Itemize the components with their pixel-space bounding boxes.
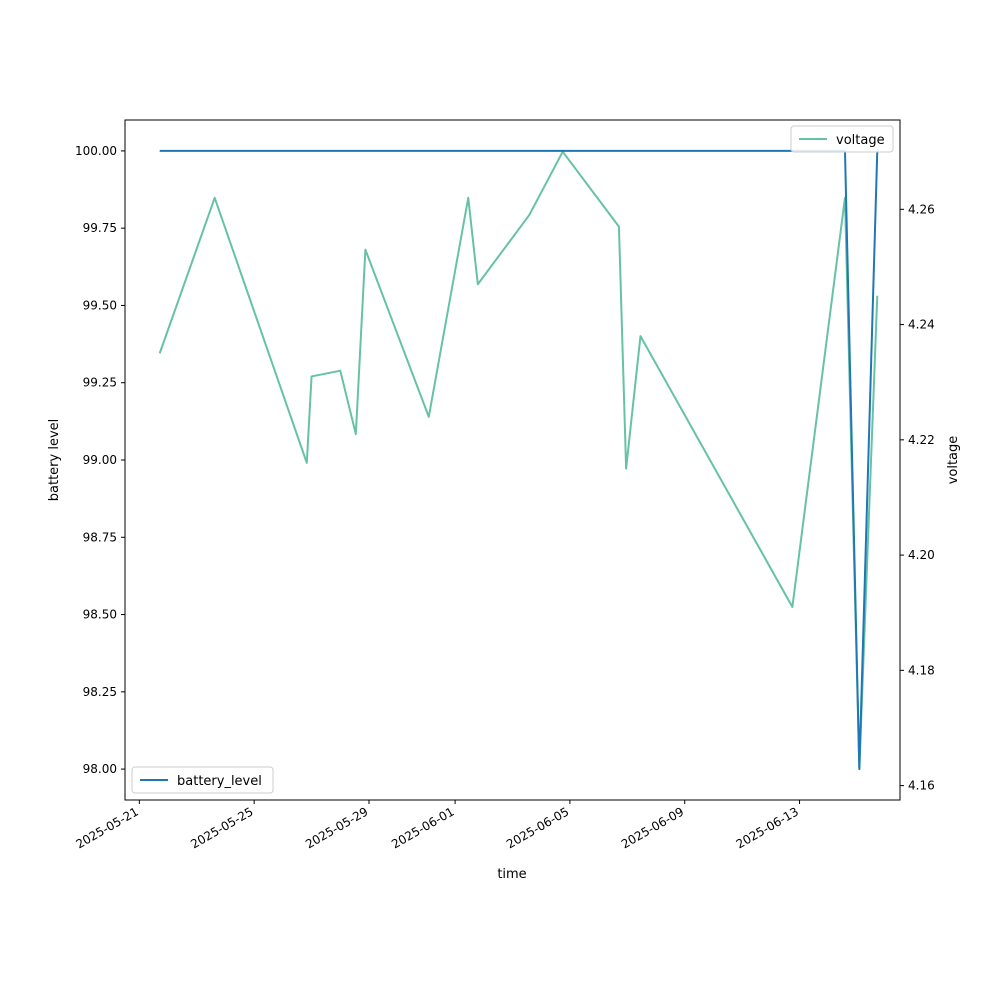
legend-voltage-label: voltage xyxy=(836,133,885,148)
y-axis-left: 98.00 98.25 98.50 98.75 99.00 99.25 99.50 99.75… xyxy=(75,144,125,776)
y-left-tick-label: 98.25 xyxy=(83,685,117,699)
x-tick-label: 2025-06-05 xyxy=(504,804,571,851)
y-axis-right: 4.16 4.18 4.20 4.22 4.24 4.26 xyxy=(900,202,935,793)
x-tick-label: 2025-05-21 xyxy=(73,804,140,851)
plot-frame xyxy=(124,119,901,801)
legend-voltage-box xyxy=(790,125,894,153)
y-left-tick-label: 99.25 xyxy=(83,376,117,390)
x-tick-label: 2025-06-01 xyxy=(389,804,456,851)
y-left-tick-label: 99.00 xyxy=(83,453,117,467)
y-axis-left-title: battery level xyxy=(47,419,62,502)
y-right-tick-label: 4.26 xyxy=(908,202,935,216)
series-layer xyxy=(158,149,879,771)
legend-battery-level-label: battery_level xyxy=(177,774,262,789)
y-right-tick-label: 4.24 xyxy=(908,318,935,332)
legend-voltage: voltage xyxy=(790,125,894,153)
y-right-tick-label: 4.22 xyxy=(908,433,935,447)
y-axis-right-title: voltage xyxy=(946,436,961,485)
y-left-tick-label: 100.00 xyxy=(75,144,117,158)
y-left-tick-label: 98.50 xyxy=(83,608,117,622)
y-right-tick-label: 4.16 xyxy=(908,779,935,793)
x-axis-title: time xyxy=(497,867,526,882)
y-left-tick-label: 99.50 xyxy=(83,298,117,312)
x-tick-label: 2025-05-29 xyxy=(303,804,370,851)
x-axis: 2025-05-21 2025-05-25 2025-05-29 2025-06-01… xyxy=(73,800,801,851)
legend-battery-level: battery_level xyxy=(131,766,274,794)
y-left-tick-label: 98.00 xyxy=(83,762,117,776)
y-left-tick-label: 99.75 xyxy=(83,221,117,235)
x-tick-label: 2025-05-25 xyxy=(188,804,255,851)
series-line-voltage xyxy=(158,150,879,770)
legend-battery-level-box xyxy=(131,766,274,794)
y-right-tick-label: 4.18 xyxy=(908,663,935,677)
y-right-tick-label: 4.20 xyxy=(908,548,935,562)
x-tick-label: 2025-06-13 xyxy=(734,804,801,851)
y-left-tick-label: 98.75 xyxy=(83,530,117,544)
series-line-battery-level xyxy=(159,149,879,771)
x-tick-label: 2025-06-09 xyxy=(619,804,686,851)
